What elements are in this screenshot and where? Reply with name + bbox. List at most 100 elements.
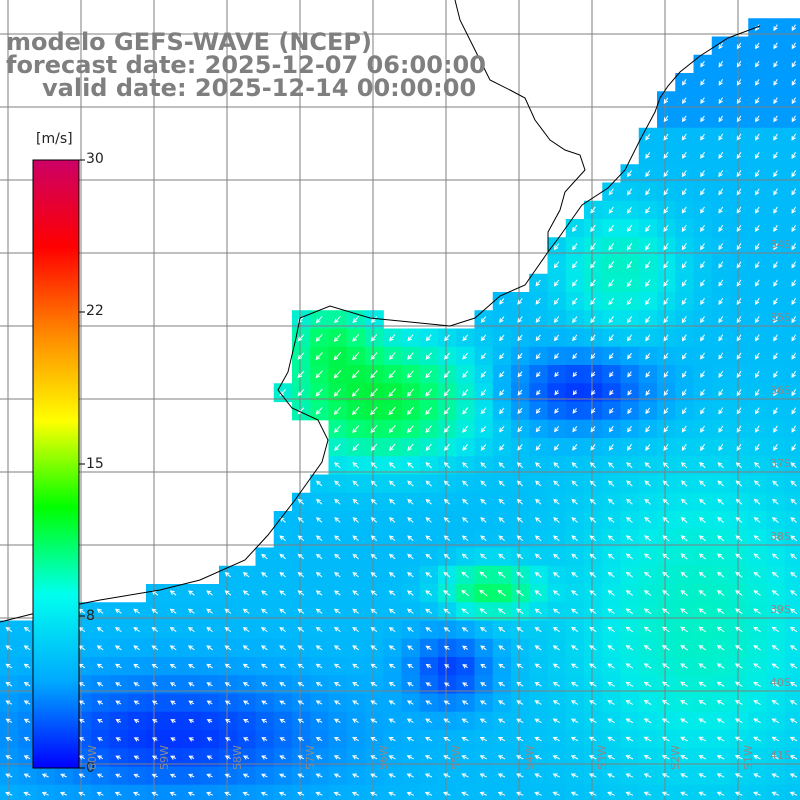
wind-arrow-shaft — [773, 151, 778, 159]
wind-arrow-head — [791, 409, 796, 415]
wind-arrow — [570, 663, 579, 669]
wind-arrow-head — [554, 427, 559, 433]
wind-arrow-head — [608, 354, 614, 360]
wind-arrow — [791, 206, 797, 214]
wind-arrow — [352, 737, 359, 742]
wind-arrow-head — [516, 773, 522, 778]
wind-arrow-shaft — [755, 170, 760, 177]
wind-arrow-head — [407, 446, 412, 451]
wind-arrow — [607, 517, 615, 523]
wind-arrow — [735, 535, 743, 542]
wind-arrow — [791, 443, 797, 452]
wind-arrow-head — [735, 462, 741, 467]
wind-arrow — [498, 553, 506, 560]
wind-arrow-head — [96, 645, 102, 650]
wind-arrow-head — [23, 755, 29, 760]
wind-arrow-head — [773, 172, 778, 178]
wind-arrow-shaft — [772, 773, 780, 778]
wind-arrow-shaft — [663, 462, 670, 469]
wind-arrow — [499, 316, 505, 323]
wind-arrow-shaft — [590, 353, 596, 359]
wind-arrow — [260, 626, 268, 633]
wind-arrow — [627, 389, 632, 396]
wind-arrow-head — [570, 700, 576, 705]
wind-arrow — [499, 371, 505, 378]
wind-arrow-head — [662, 498, 668, 504]
wind-arrow-shaft — [607, 718, 615, 724]
wind-arrow-shaft — [352, 645, 359, 651]
wind-arrow-shaft — [626, 626, 634, 633]
wind-arrow — [407, 553, 414, 560]
wind-arrow-head — [716, 590, 722, 595]
wind-arrow-shaft — [662, 626, 670, 633]
wind-arrow-head — [572, 227, 577, 232]
wind-arrow-shaft — [682, 97, 687, 104]
wind-arrow-shaft — [425, 517, 432, 523]
wind-arrow — [716, 681, 725, 687]
wind-arrow-head — [700, 117, 705, 123]
wind-arrow-head — [700, 172, 705, 178]
wind-arrow — [661, 755, 670, 760]
wind-arrow-shaft — [334, 773, 341, 778]
wind-arrow-head — [680, 608, 686, 613]
wind-arrow-head — [461, 535, 467, 541]
wind-arrow — [663, 297, 669, 306]
wind-arrow — [607, 700, 615, 705]
wind-arrow-head — [698, 700, 704, 705]
wind-arrow-head — [790, 571, 795, 577]
wind-arrow-shaft — [754, 553, 761, 560]
wind-arrow — [608, 188, 614, 196]
wind-arrow — [315, 315, 323, 324]
wind-arrow-shaft — [589, 663, 597, 669]
wind-arrow-shaft — [718, 407, 724, 414]
wind-arrow-shaft — [425, 499, 432, 505]
wind-arrow-head — [570, 718, 576, 723]
wind-arrow — [151, 719, 158, 724]
wind-arrow-head — [169, 608, 175, 614]
wind-arrow-shaft — [682, 170, 687, 177]
wind-arrow-head — [370, 663, 376, 669]
wind-arrow-head — [278, 791, 284, 797]
wind-arrow — [333, 663, 341, 669]
wind-arrow — [5, 791, 13, 797]
wind-arrow-head — [41, 791, 47, 797]
wind-arrow-shaft — [425, 554, 432, 560]
wind-arrow-shaft — [6, 700, 13, 705]
wind-arrow-shaft — [662, 499, 670, 505]
wind-arrow-head — [334, 446, 339, 451]
wind-arrow — [351, 791, 360, 797]
wind-arrow-head — [279, 608, 285, 614]
wind-arrow-shaft — [498, 718, 506, 724]
wind-arrow — [755, 133, 760, 141]
wind-arrow-shaft — [298, 554, 305, 560]
wind-arrow-shaft — [682, 389, 687, 396]
wind-arrow — [114, 626, 122, 633]
wind-arrow — [607, 718, 615, 724]
wind-arrow — [479, 755, 487, 760]
wind-arrow — [279, 608, 286, 614]
wind-arrow-shaft — [773, 133, 778, 141]
wind-arrow-head — [753, 700, 759, 705]
wind-arrow-head — [425, 627, 431, 632]
wind-arrow — [407, 443, 414, 451]
wind-arrow-shaft — [24, 773, 31, 778]
wind-arrow-head — [755, 208, 760, 214]
wind-arrow-shaft — [462, 773, 469, 778]
wind-arrow — [553, 334, 560, 342]
wind-arrow-shaft — [370, 773, 378, 778]
wind-arrow — [589, 571, 597, 578]
wind-arrow — [681, 279, 687, 287]
wind-arrow — [753, 736, 761, 742]
wind-arrow-shaft — [426, 334, 432, 341]
wind-arrow-head — [736, 62, 742, 68]
wind-arrow-shaft — [316, 499, 323, 505]
wind-arrow — [370, 773, 378, 778]
wind-arrow-shaft — [700, 316, 705, 323]
wind-arrow-shaft — [718, 224, 724, 232]
lat-label-39s: 39S — [770, 603, 791, 616]
wind-arrow — [224, 791, 232, 797]
wind-arrow-head — [115, 700, 121, 705]
wind-arrow — [790, 517, 797, 523]
wind-arrow-head — [755, 190, 760, 196]
wind-arrow-head — [645, 263, 650, 269]
